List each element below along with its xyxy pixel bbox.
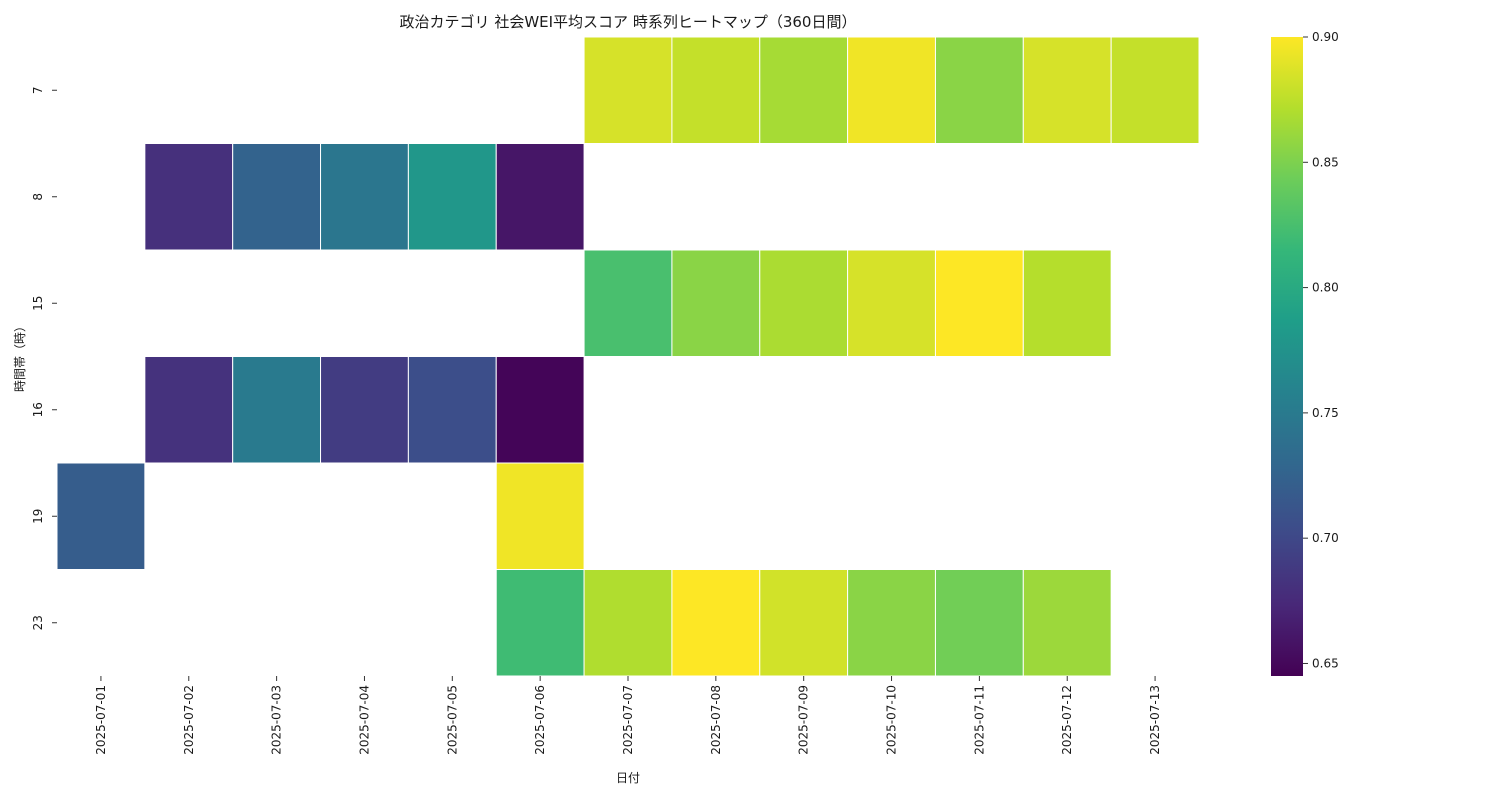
x-tick-label: 2025-07-05: [445, 685, 459, 755]
x-tick-label: 2025-07-10: [885, 685, 899, 755]
y-tick-label: 15: [31, 296, 45, 311]
colorbar: 0.65 0.70 0.75 0.80 0.85 0.90: [1271, 30, 1339, 676]
heatmap-cell: [1110, 36, 1200, 144]
y-tick-label: 8: [31, 193, 45, 201]
heatmap-cell: [847, 36, 936, 144]
heatmap-cell: [495, 569, 585, 677]
x-axis-ticks: 2025-07-01 2025-07-02 2025-07-03 2025-07-04…: [94, 676, 1162, 755]
y-tick-label: 19: [31, 509, 45, 524]
x-tick-label: 2025-07-04: [357, 685, 371, 755]
heatmap-cell: [583, 36, 673, 144]
colorbar-tick-label: 0.90: [1312, 30, 1339, 44]
y-tick-label: 7: [31, 86, 45, 94]
heatmap-cell: [847, 569, 936, 677]
x-tick-label: 2025-07-13: [1148, 685, 1162, 755]
heatmap-cell: [759, 36, 849, 144]
x-tick-label: 2025-07-12: [1060, 685, 1074, 755]
heatmap-cell: [583, 569, 673, 677]
colorbar-tick-label: 0.70: [1312, 531, 1339, 545]
heatmap-cell: [320, 356, 409, 464]
heatmap-cell: [583, 249, 673, 357]
heatmap-cell: [56, 462, 146, 570]
colorbar-gradient: [1271, 37, 1303, 676]
chart-title: 政治カテゴリ 社会WEI平均スコア 時系列ヒートマップ（360日間）: [400, 13, 857, 31]
heatmap-cell: [495, 462, 585, 570]
colorbar-tick-label: 0.80: [1312, 281, 1339, 295]
y-axis-label: 時間帯（時）: [13, 320, 27, 392]
heatmap-cell: [1022, 249, 1112, 357]
colorbar-tick-label: 0.75: [1312, 406, 1339, 420]
x-tick-label: 2025-07-08: [709, 685, 723, 755]
heatmap-cell: [495, 356, 585, 464]
heatmap-cell: [934, 569, 1024, 677]
heatmap-cell: [671, 569, 761, 677]
x-tick-label: 2025-07-09: [797, 685, 811, 755]
heatmap-cell: [320, 143, 409, 251]
heatmap-cell: [144, 143, 234, 251]
colorbar-tick-label: 0.65: [1312, 656, 1339, 670]
y-tick-label: 16: [31, 402, 45, 417]
x-axis-label: 日付: [616, 771, 640, 785]
heatmap-cell: [232, 143, 322, 251]
y-tick-label: 23: [31, 615, 45, 630]
x-tick-label: 2025-07-02: [182, 685, 196, 755]
heatmap-cell: [144, 356, 234, 464]
heatmap-cell: [759, 249, 849, 357]
heatmap-cell: [759, 569, 849, 677]
x-tick-label: 2025-07-07: [621, 685, 635, 755]
heatmap-cell: [934, 36, 1024, 144]
heatmap-cell: [407, 356, 497, 464]
heatmap-cell: [934, 249, 1024, 357]
heatmap-cell: [1022, 569, 1112, 677]
heatmap-cell: [495, 143, 585, 251]
heatmap-cell: [407, 143, 497, 251]
colorbar-tick-label: 0.85: [1312, 155, 1339, 169]
x-tick-label: 2025-07-03: [270, 685, 284, 755]
x-tick-label: 2025-07-11: [972, 685, 986, 755]
y-axis-ticks: 7 8 15 16 19 23: [31, 86, 57, 630]
heatmap-cell: [1022, 36, 1112, 144]
heatmap-cell: [847, 249, 936, 357]
heatmap-cells: [56, 36, 1200, 677]
x-tick-label: 2025-07-01: [94, 685, 108, 755]
heatmap-cell: [232, 356, 322, 464]
heatmap-cell: [671, 249, 761, 357]
x-tick-label: 2025-07-06: [533, 685, 547, 755]
heatmap-cell: [671, 36, 761, 144]
